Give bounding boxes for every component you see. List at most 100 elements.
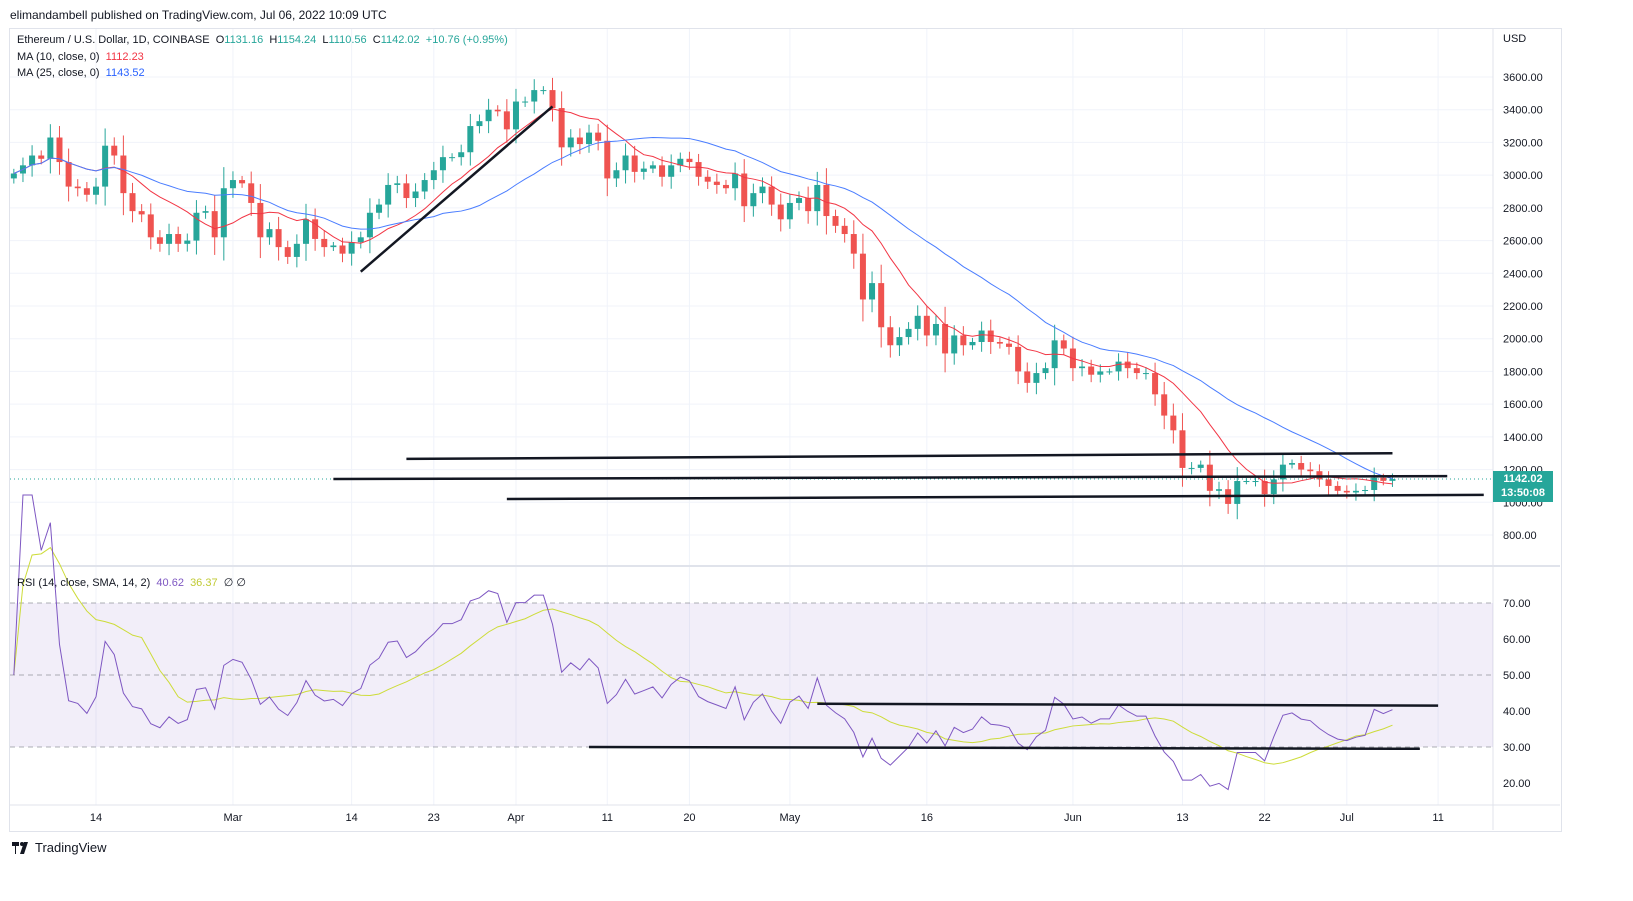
candle bbox=[284, 240, 291, 264]
candle bbox=[750, 183, 757, 217]
price-tick-label: 800.00 bbox=[1503, 530, 1537, 542]
time-tick-label: 14 bbox=[346, 812, 358, 824]
candle bbox=[503, 99, 510, 143]
candle bbox=[1197, 460, 1204, 473]
rsi-tick-label: 40.00 bbox=[1503, 706, 1531, 718]
candle-body bbox=[129, 193, 136, 212]
symbol-name[interactable]: Ethereum / U.S. Dollar, 1D, COINBASE bbox=[17, 34, 210, 46]
candle bbox=[631, 145, 638, 183]
candle-body bbox=[348, 242, 355, 254]
tradingview-logo[interactable]: TradingView bbox=[12, 840, 107, 855]
rsi-label: RSI (14, close, SMA, 14, 2) bbox=[17, 577, 151, 589]
rsi-legend[interactable]: RSI (14, close, SMA, 14, 2) 40.62 36.37 … bbox=[17, 576, 246, 589]
candle-body bbox=[156, 237, 163, 244]
candle-body bbox=[56, 137, 63, 163]
candle bbox=[138, 204, 145, 223]
currency-label: USD bbox=[1503, 33, 1527, 45]
candle bbox=[604, 124, 611, 197]
candle-body bbox=[1088, 366, 1095, 375]
candle-body bbox=[412, 191, 419, 199]
candle bbox=[449, 153, 456, 162]
candle bbox=[1060, 334, 1067, 355]
time-tick-label: May bbox=[779, 812, 800, 824]
candle-body bbox=[403, 183, 410, 199]
candle-body bbox=[850, 234, 857, 254]
candle-body bbox=[1124, 361, 1131, 369]
candle bbox=[175, 226, 182, 252]
candle-body bbox=[1042, 368, 1049, 374]
candle-body bbox=[1298, 463, 1305, 470]
last-price: 1142.02 bbox=[1503, 473, 1543, 485]
candle bbox=[293, 234, 300, 268]
candle-body bbox=[932, 323, 939, 336]
high-value: 1154.24 bbox=[277, 34, 317, 46]
ma10-legend[interactable]: MA (10, close, 0) 1112.23 bbox=[17, 51, 144, 63]
candle bbox=[111, 137, 118, 165]
candle bbox=[1142, 367, 1149, 380]
candle bbox=[120, 135, 127, 216]
candle bbox=[951, 325, 958, 365]
candle bbox=[777, 193, 784, 232]
candle-body bbox=[330, 245, 337, 248]
candle bbox=[768, 176, 775, 216]
candle bbox=[1362, 485, 1369, 496]
candle bbox=[47, 124, 54, 174]
candle-body bbox=[1234, 481, 1241, 504]
candle-body bbox=[321, 238, 328, 248]
rsi-support-line bbox=[589, 745, 1420, 751]
candle-body bbox=[166, 234, 173, 244]
candle-body bbox=[38, 155, 45, 159]
candle-body bbox=[1115, 361, 1122, 372]
candle-body bbox=[796, 198, 803, 203]
candle bbox=[430, 161, 437, 190]
candle bbox=[184, 233, 191, 252]
candle-body bbox=[421, 180, 428, 192]
price-tick-label: 3400.00 bbox=[1503, 105, 1543, 117]
candle bbox=[1279, 453, 1286, 492]
candle bbox=[129, 182, 136, 223]
candle-body bbox=[540, 90, 547, 92]
candle-body bbox=[1033, 373, 1040, 383]
candle bbox=[348, 231, 355, 266]
time-tick-label: 20 bbox=[683, 812, 695, 824]
rsi-tick-label: 50.00 bbox=[1503, 670, 1531, 682]
candle bbox=[1188, 462, 1195, 475]
candle-body bbox=[722, 184, 729, 189]
candle-body bbox=[531, 90, 538, 102]
candle-body bbox=[1197, 464, 1204, 468]
published-by: elimandambell published on TradingView.c… bbox=[10, 8, 387, 22]
candle-body bbox=[1006, 343, 1012, 347]
candle bbox=[558, 91, 565, 166]
candle bbox=[10, 168, 17, 184]
candle bbox=[193, 200, 200, 255]
rsi-tick-label: 60.00 bbox=[1503, 634, 1531, 646]
price-tick-label: 1800.00 bbox=[1503, 366, 1543, 378]
candle-body bbox=[284, 247, 291, 257]
candle bbox=[1334, 481, 1341, 496]
candle bbox=[1352, 483, 1359, 501]
candle-body bbox=[266, 229, 273, 238]
candle-body bbox=[1343, 490, 1350, 493]
ma25-legend[interactable]: MA (25, close, 0) 1143.52 bbox=[17, 67, 145, 79]
price-tick-label: 3600.00 bbox=[1503, 72, 1543, 84]
candle-body bbox=[512, 101, 519, 130]
candle bbox=[704, 170, 711, 189]
change-value: +10.76 (+0.95%) bbox=[425, 34, 508, 46]
candle-body bbox=[1152, 373, 1159, 395]
candle bbox=[1079, 359, 1086, 377]
candle-body bbox=[220, 188, 227, 238]
candle-body bbox=[1015, 346, 1022, 372]
open-label: O bbox=[215, 34, 225, 46]
candle bbox=[1206, 450, 1213, 507]
candle bbox=[677, 152, 684, 173]
candle-body bbox=[914, 315, 921, 329]
candle bbox=[841, 218, 848, 243]
candle-body bbox=[649, 165, 656, 169]
candle bbox=[859, 233, 866, 322]
candle bbox=[668, 154, 675, 189]
candle-body bbox=[659, 165, 666, 177]
candle-body bbox=[878, 283, 885, 328]
candle bbox=[914, 305, 921, 341]
candle-body bbox=[1261, 481, 1268, 495]
